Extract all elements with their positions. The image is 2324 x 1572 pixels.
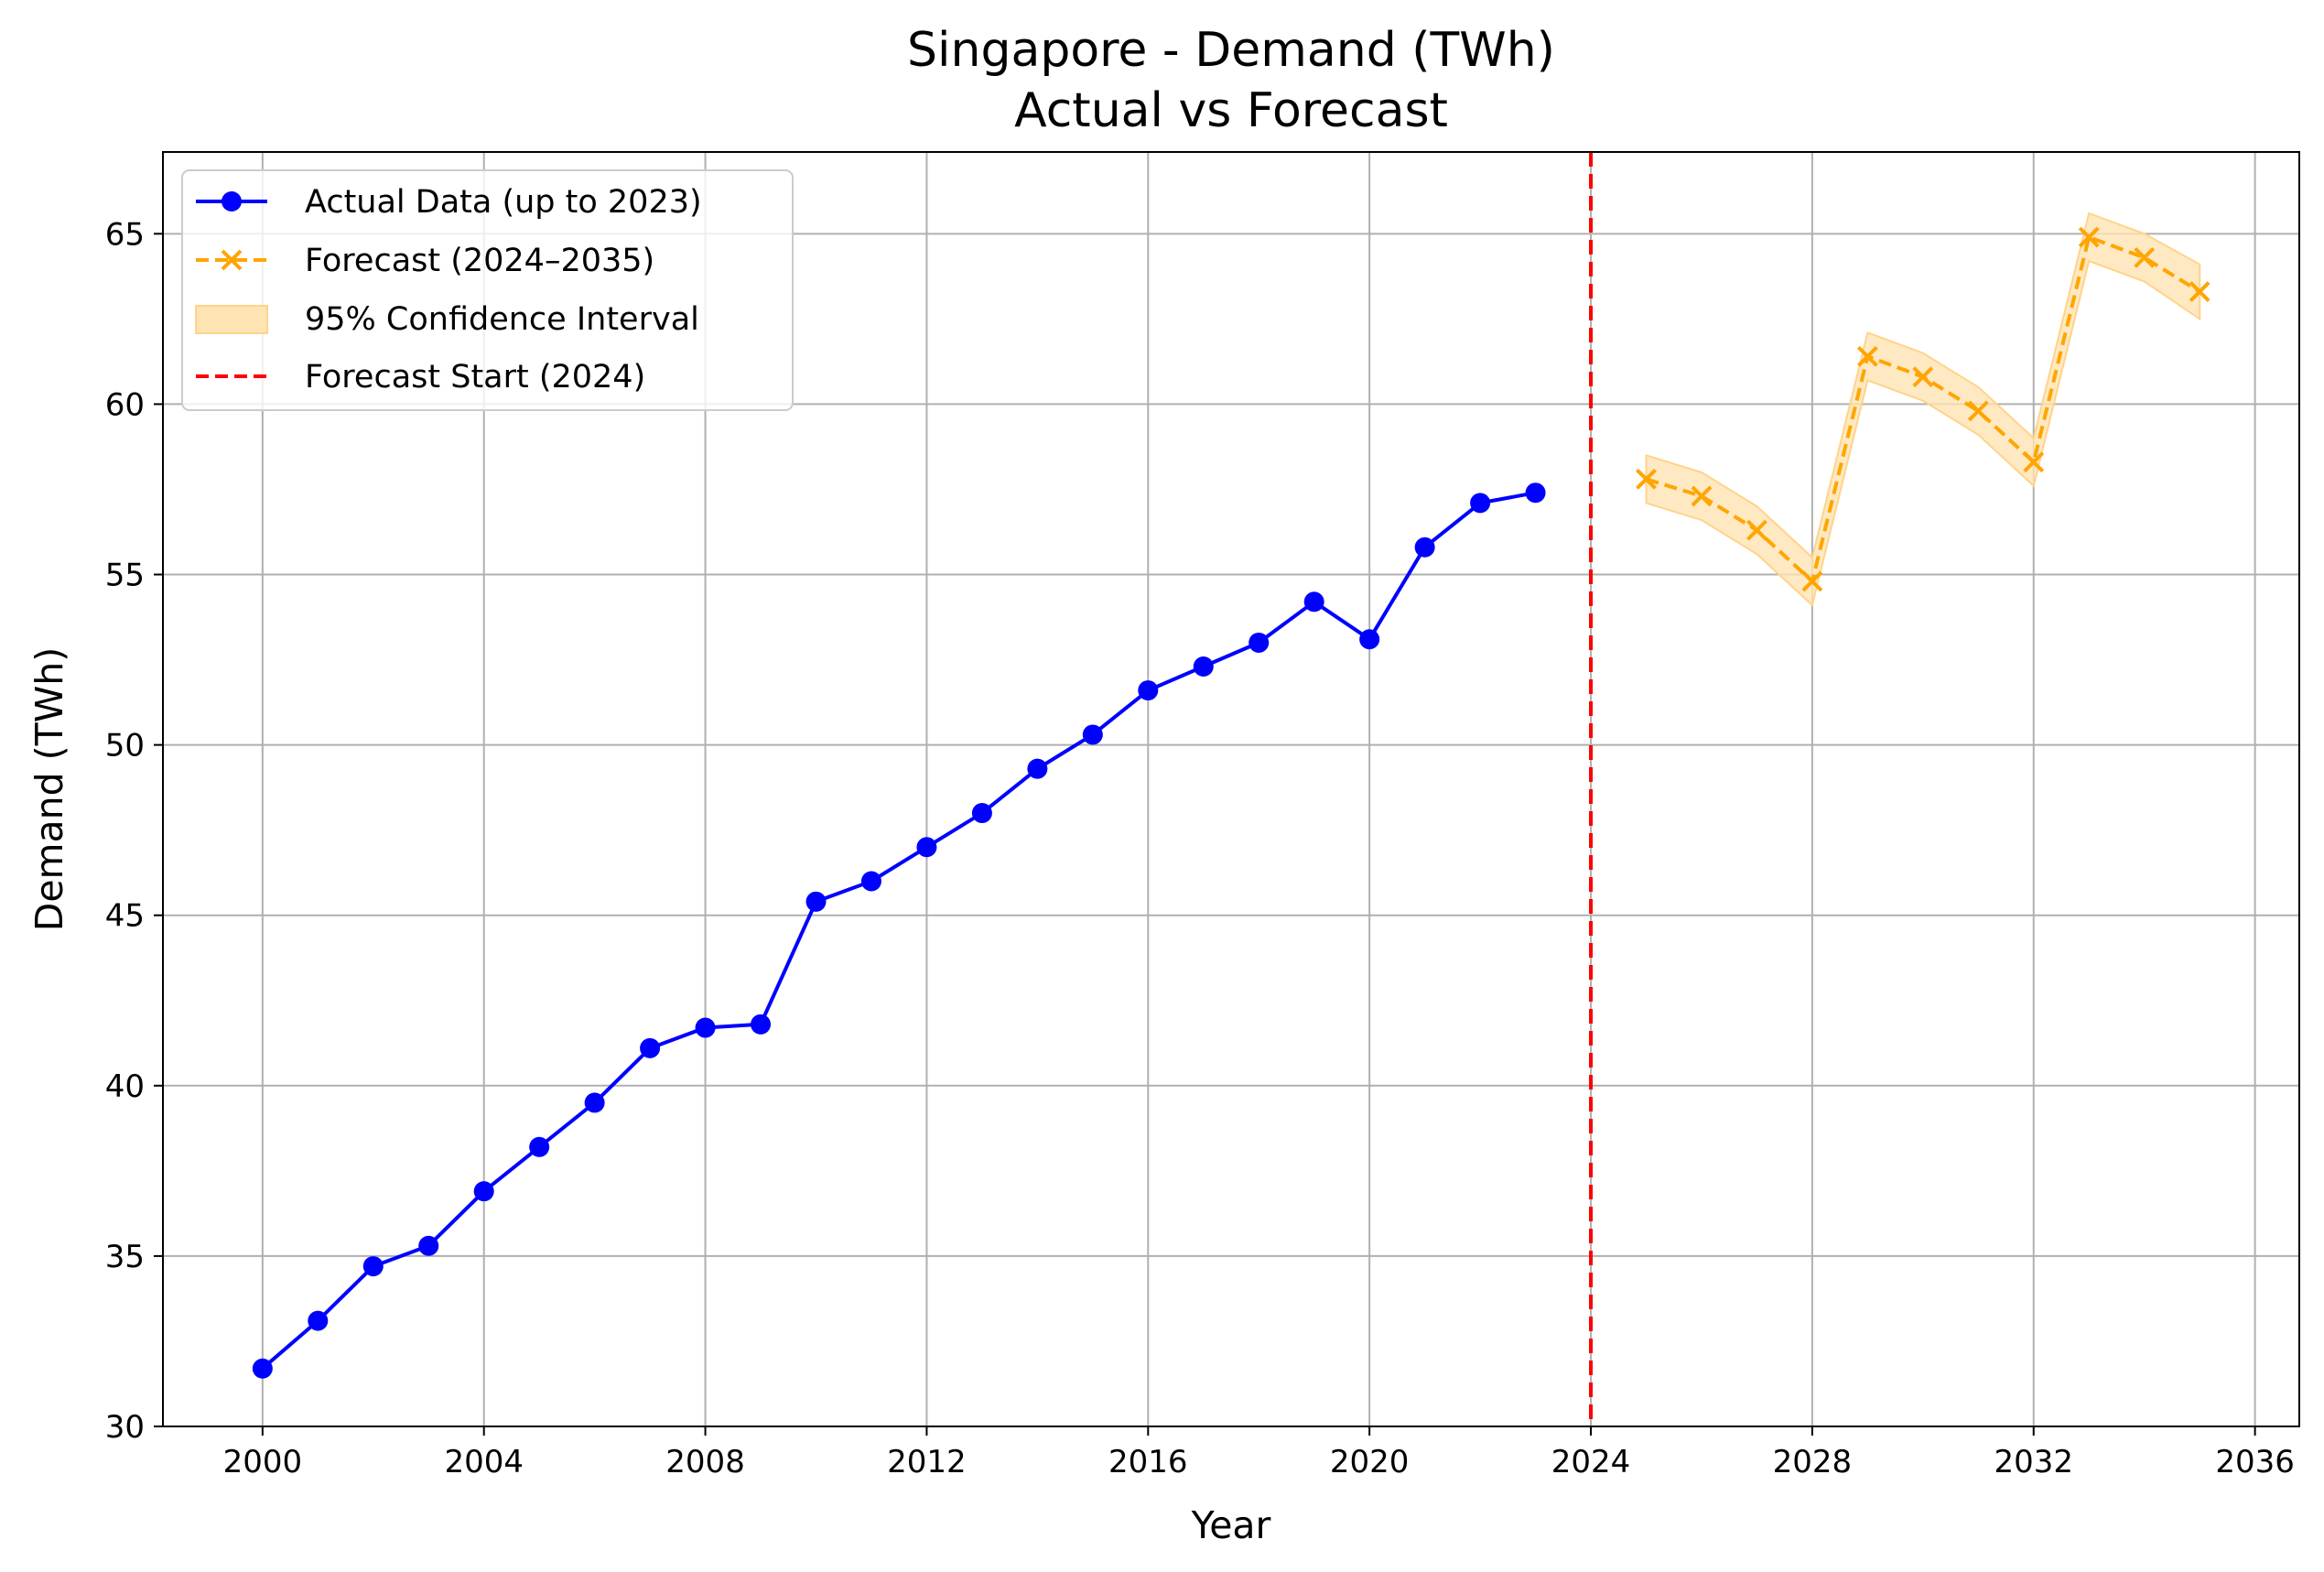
actual-data-point [695,1017,716,1038]
series-layer [252,152,2211,1426]
y-tick-label: 55 [105,558,145,594]
legend-actual-label: Actual Data (up to 2023) [305,184,702,221]
x-tick-label: 2028 [1773,1444,1853,1480]
actual-data-point [805,891,827,912]
legend-actual-marker [222,191,242,211]
legend-forecast-marker [221,249,243,271]
actual-data-point [640,1037,661,1058]
forecast-data-point [1912,366,1934,388]
x-tick-label: 2008 [665,1444,745,1480]
actual-data-point [529,1136,550,1157]
x-tick-label: 2020 [1330,1444,1410,1480]
y-tick-label: 30 [105,1409,145,1446]
actual-data-point [308,1310,329,1331]
actual-data-point [751,1014,772,1035]
forecast-data-point [2134,246,2156,268]
y-tick-label: 65 [105,216,145,253]
plot-frame [162,151,2300,1427]
actual-data-point [1525,482,1546,504]
actual-series-line [261,491,1536,1371]
actual-data-point [1470,493,1491,514]
x-tick-label: 2036 [2215,1444,2295,1480]
forecast-data-point [1691,485,1713,507]
x-tick-label: 2016 [1108,1444,1188,1480]
actual-data-point [1414,537,1435,558]
actual-data-point [860,871,881,892]
actual-data-point [1082,724,1103,745]
legend-start-label: Forecast Start (2024) [305,359,645,396]
confidence-band [1645,211,2201,607]
legend: Actual Data (up to 2023) Forecast (2024–… [181,169,794,411]
x-tick-label: 2032 [1994,1444,2073,1480]
y-tick-label: 50 [105,728,145,764]
legend-forecast-label: Forecast (2024–2035) [305,243,654,279]
forecast-data-point [2189,281,2211,303]
actual-data-point [418,1235,439,1256]
actual-data-point [1027,758,1048,779]
forecast-data-point [1856,345,1878,367]
y-tick-label: 45 [105,898,145,935]
x-tick-label: 2012 [887,1444,967,1480]
y-tick-label: 35 [105,1239,145,1275]
x-tick-label: 2024 [1551,1444,1631,1480]
actual-data-point [916,837,937,858]
axis-ticks: 2000 2004 2008 2012 2016 2020 2024 2028 2032 2036… [105,216,2295,1480]
legend-ci-swatch [195,305,268,334]
actual-data-point [1138,680,1159,701]
forecast-data-point [1636,468,1657,490]
y-tick-label: 60 [105,386,145,423]
actual-data-point [362,1256,384,1277]
chart-subtitle: Actual vs Forecast [1014,83,1448,138]
actual-data-point [1193,656,1214,678]
forecast-data-point [1801,570,1823,592]
legend-box [181,169,794,411]
forecast-data-point [1746,519,1767,541]
y-axis-label: Demand (TWh) [27,647,71,931]
actual-data-point [1248,632,1270,653]
forecast-data-point [2078,226,2100,248]
x-tick-label: 2004 [444,1444,524,1480]
y-tick-label: 40 [105,1068,145,1105]
actual-data-point [1359,629,1380,650]
x-tick-label: 2000 [223,1444,303,1480]
x-axis-label: Year [1191,1503,1271,1547]
actual-data-point [971,803,992,824]
actual-data-point [252,1358,273,1379]
forecast-data-point [1967,400,1989,422]
chart-title: Singapore - Demand (TWh) [907,23,1555,78]
confidence-band-layer [1645,211,2201,607]
actual-data-point [473,1181,494,1202]
forecast-data-point [2023,451,2045,473]
actual-data-point [1303,591,1324,613]
legend-ci-label: 95% Confidence Interval [305,301,699,338]
actual-data-point [584,1092,605,1113]
